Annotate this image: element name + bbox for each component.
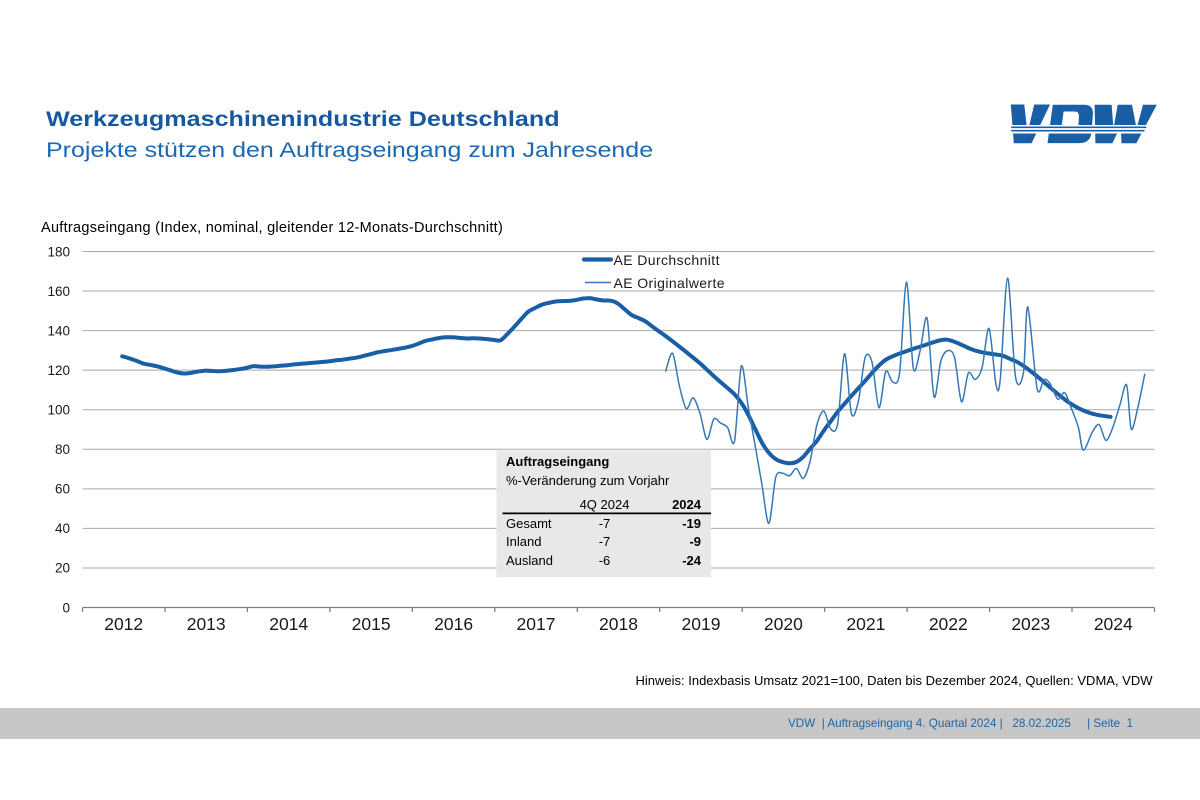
- svg-text:180: 180: [47, 244, 70, 259]
- svg-text:2012: 2012: [104, 614, 143, 634]
- svg-text:100: 100: [47, 403, 70, 418]
- svg-text:2023: 2023: [1011, 614, 1050, 634]
- svg-text:80: 80: [55, 442, 70, 457]
- svg-text:2013: 2013: [187, 614, 226, 634]
- svg-text:2024: 2024: [1094, 614, 1133, 634]
- svg-text:20: 20: [55, 561, 70, 576]
- svg-text:2017: 2017: [517, 614, 556, 634]
- svg-text:140: 140: [47, 323, 70, 338]
- svg-text:2015: 2015: [352, 614, 391, 634]
- svg-text:0: 0: [62, 600, 70, 615]
- svg-text:2019: 2019: [682, 614, 721, 634]
- svg-text:2014: 2014: [269, 614, 308, 634]
- svg-text:2021: 2021: [846, 614, 885, 634]
- svg-text:40: 40: [55, 521, 70, 536]
- svg-text:120: 120: [47, 363, 70, 378]
- svg-text:2016: 2016: [434, 614, 473, 634]
- svg-text:2020: 2020: [764, 614, 803, 634]
- svg-text:2018: 2018: [599, 614, 638, 634]
- svg-text:60: 60: [55, 482, 70, 497]
- svg-text:2022: 2022: [929, 614, 968, 634]
- svg-text:160: 160: [47, 284, 70, 299]
